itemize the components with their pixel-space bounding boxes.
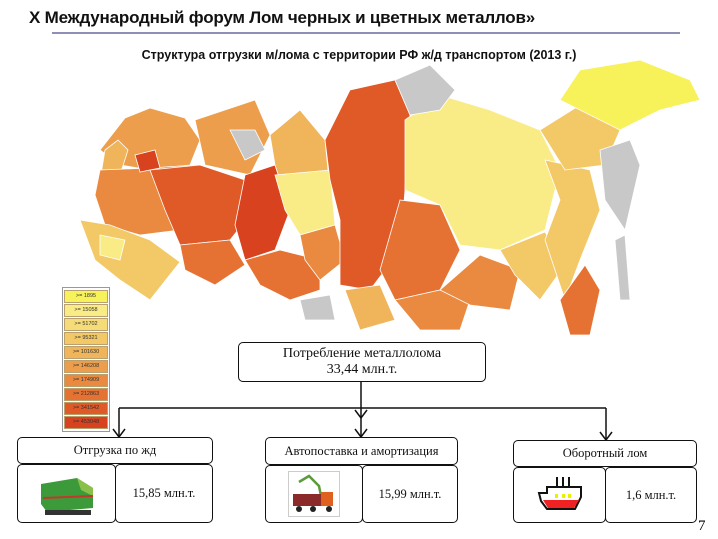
region-zabaikalsky xyxy=(439,254,521,311)
region-moscow xyxy=(134,149,161,173)
truck-icon xyxy=(288,471,340,517)
legend-item: >= 341542 xyxy=(64,402,108,415)
auto-value: 15,99 млн.т. xyxy=(378,486,442,501)
map-legend: >= 1895 >= 15058 >= 51702 >= 95321 >= 10… xyxy=(62,287,110,432)
legend-item: >= 95321 xyxy=(64,332,108,345)
consumption-value: 33,44 млн.т. xyxy=(326,362,398,377)
rail-header: Отгрузка по жд xyxy=(17,437,213,464)
circulating-image-cell xyxy=(513,467,606,523)
circulating-value: 1,6 млн.т. xyxy=(625,487,677,502)
region-gray-altai xyxy=(299,294,336,321)
auto-image-cell xyxy=(265,465,363,523)
rail-value: 15,85 млн.т. xyxy=(132,486,196,500)
legend-item: >= 146208 xyxy=(64,360,108,373)
consumption-label: Потребление металлолома xyxy=(282,346,442,361)
legend-item: >= 174909 xyxy=(64,374,108,387)
region-tuva xyxy=(344,284,396,331)
page-title: X Международный форум Лом черных и цветн… xyxy=(29,8,535,27)
legend-item: >= 51702 xyxy=(64,318,108,331)
region-south-urals xyxy=(244,249,321,301)
circulating-label: Оборотный лом xyxy=(562,446,648,460)
region-caucasus xyxy=(99,234,126,261)
auto-label: Автопоставка и амортизация xyxy=(284,443,439,458)
circulating-value-cell: 1,6 млн.т. xyxy=(605,467,697,523)
region-kamchatka xyxy=(599,139,641,231)
legend-item: >= 101630 xyxy=(64,346,108,359)
region-gray-nenets xyxy=(229,129,266,161)
locomotive-icon xyxy=(40,477,93,515)
map-title: Структура отгрузки м/лома с территории Р… xyxy=(141,48,577,62)
region-tomsk xyxy=(299,224,346,281)
rail-value-cell: 15,85 млн.т. xyxy=(115,464,213,523)
page-number: 7 xyxy=(698,518,706,534)
region-chukotka xyxy=(559,59,701,131)
rail-image-cell xyxy=(17,464,116,523)
consumption-box: Потребление металлолома 33,44 млн.т. xyxy=(238,342,486,382)
region-gray-sakhalin xyxy=(614,234,631,301)
legend-item: >= 15058 xyxy=(64,304,108,317)
region-khabarovsk xyxy=(544,159,601,302)
region-gray-evenk xyxy=(394,64,456,116)
legend-item: >= 1895 xyxy=(64,290,108,303)
furnace-icon xyxy=(537,477,582,510)
region-buryatia xyxy=(394,289,471,331)
russia-map xyxy=(79,59,701,336)
auto-header: Автопоставка и амортизация xyxy=(265,437,458,465)
region-volga-south xyxy=(179,239,246,286)
title-divider xyxy=(52,32,680,34)
legend-item: >= 212863 xyxy=(64,388,108,401)
rail-label: Отгрузка по жд xyxy=(73,443,157,457)
auto-value-cell: 15,99 млн.т. xyxy=(362,465,458,523)
circulating-header: Оборотный лом xyxy=(513,440,697,467)
region-primorye xyxy=(559,264,601,336)
region-yakutia xyxy=(404,94,561,251)
legend-item: >= 453048 xyxy=(64,416,108,429)
